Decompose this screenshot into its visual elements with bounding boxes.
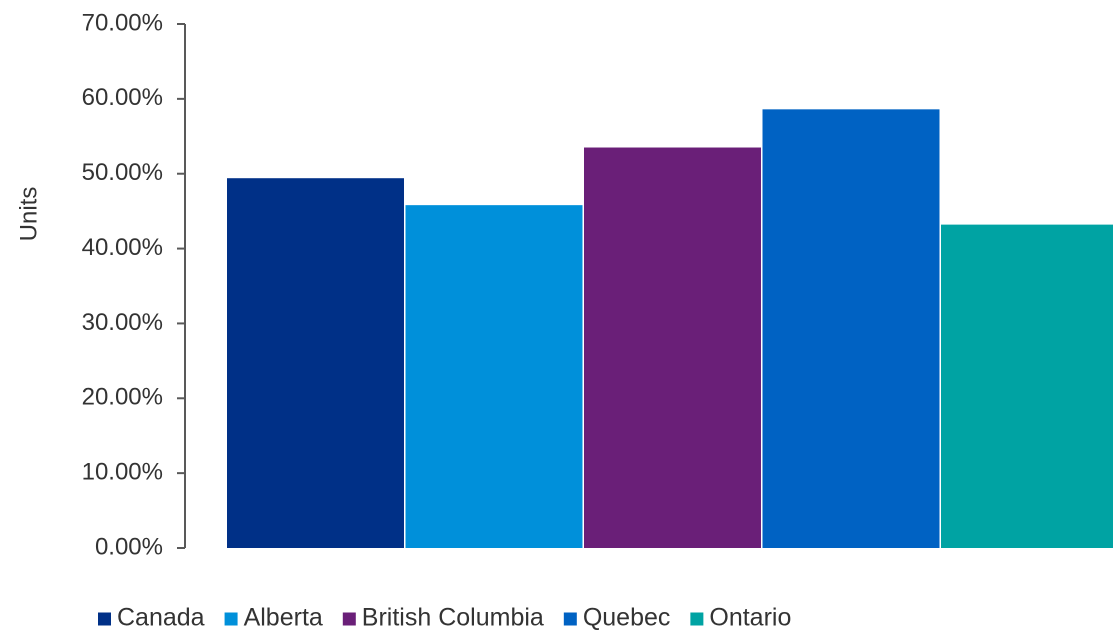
y-tick-label: 30.00% [82,309,163,336]
y-axis-title: Units [15,187,42,242]
legend-swatch [342,612,356,626]
y-tick-label: 40.00% [82,234,163,261]
bar-quebec [762,109,940,548]
bar-canada [227,178,404,548]
legend-label: Quebec [583,604,671,632]
bar-alberta [405,205,583,548]
y-tick-label: 60.00% [82,84,163,111]
y-axis-ticks: 0.00% 10.00% 20.00% 30.00% 40.00% 50.00% 60.00… [82,9,185,560]
legend: Canada Alberta British Columbia Quebec Ontar… [98,604,791,632]
bar-ontario [941,224,1113,549]
legend-label: Ontario [709,604,791,632]
legend-label: British Columbia [362,604,544,632]
legend-swatch [563,612,577,626]
legend-label: Canada [117,604,205,632]
legend-swatch [98,612,111,626]
legend-label: Alberta [244,604,323,632]
legend-swatch [224,612,238,626]
bar-british-columbia [584,147,761,548]
legend-swatch [690,612,704,626]
bars [227,109,1113,549]
y-tick-label: 0.00% [95,533,163,560]
y-tick-label: 10.00% [82,458,163,485]
y-tick-label: 50.00% [82,159,163,186]
y-tick-label: 70.00% [82,9,163,36]
y-tick-label: 20.00% [82,384,163,411]
